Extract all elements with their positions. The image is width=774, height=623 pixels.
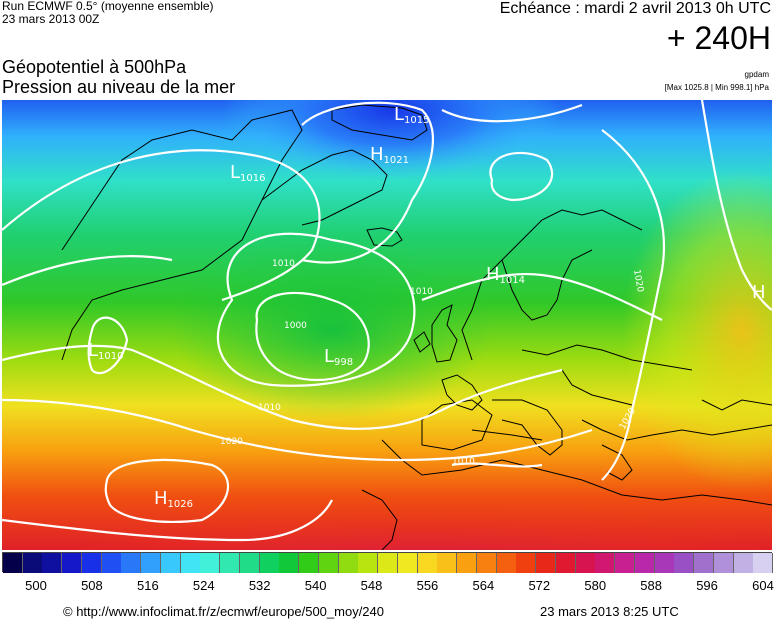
legend-tick-label: 564 [472, 578, 495, 593]
legend-swatch [358, 553, 379, 573]
pressure-system-label: H1021 [370, 144, 409, 166]
legend-swatch [299, 553, 320, 573]
isobar-label: 1000 [284, 321, 307, 331]
legend-swatch [674, 553, 695, 573]
legend-swatch [733, 553, 754, 573]
legend-tick-label: 540 [304, 578, 327, 593]
legend-swatch [536, 553, 557, 573]
legend-tick-label: 548 [360, 578, 383, 593]
legend-swatch [318, 553, 339, 573]
legend-swatch [42, 553, 63, 573]
weather-map: 1010 1010 1000 1010 1020 1010 1020 1020 … [2, 100, 772, 550]
legend-swatch [595, 553, 616, 573]
isobar-labels: 1010 1010 1000 1010 1020 1010 1020 1020 [220, 259, 645, 467]
pressure-extremes: [Max 1025.8 | Min 998.1] hPa [664, 83, 769, 92]
pressure-system-label: L1010 [88, 340, 123, 362]
isobar-label: 1010 [258, 403, 281, 413]
legend-swatch [141, 553, 162, 573]
legend-swatch [753, 553, 774, 573]
pressure-system-label: H1026 [154, 488, 193, 510]
pressure-system-label: H1014 [486, 264, 525, 286]
legend-swatch [180, 553, 201, 573]
south-warm-shading [57, 500, 772, 550]
legend-swatch [101, 553, 122, 573]
legend-swatch [338, 553, 359, 573]
legend-swatch [713, 553, 734, 573]
legend-swatch [81, 553, 102, 573]
legend-swatch [575, 553, 596, 573]
pressure-system-label: L1015 [394, 104, 429, 126]
legend-tick-label: 524 [192, 578, 215, 593]
legend-swatch [694, 553, 715, 573]
legend-tick-label: 572 [528, 578, 551, 593]
pressure-system-label: L1016 [230, 162, 265, 184]
legend-tick-label: 604 [752, 578, 774, 593]
color-scale-legend [2, 552, 774, 573]
legend-tick-label: 596 [696, 578, 718, 593]
legend-swatch [160, 553, 181, 573]
forecast-valid-time: Echéance : mardi 2 avril 2013 0h UTC [499, 0, 771, 17]
isobar-label: 1010 [272, 259, 295, 269]
legend-swatch [496, 553, 517, 573]
isobar-label: 1020 [220, 437, 243, 447]
legend-swatch [279, 553, 300, 573]
legend-swatch [239, 553, 260, 573]
legend-swatch [654, 553, 675, 573]
legend-tick-label: 556 [416, 578, 439, 593]
legend-swatch [397, 553, 418, 573]
forecast-horizon: + 240H [666, 20, 771, 56]
legend-swatch [200, 553, 221, 573]
legend-swatch [555, 553, 576, 573]
legend-swatch [476, 553, 497, 573]
legend-tick-label: 588 [640, 578, 662, 593]
legend-tick-label: 580 [584, 578, 607, 593]
run-date: 23 mars 2013 00Z [2, 12, 100, 26]
pressure-systems: L1016 H1021 L1015 H1014 L1010 L998 H1026… [88, 104, 766, 510]
source-url: © http://www.infoclimat.fr/z/ecmwf/europ… [63, 604, 384, 619]
legend-swatch [516, 553, 537, 573]
trough-shading [172, 240, 492, 420]
legend-tick-label: 516 [136, 578, 159, 593]
legend-swatch [378, 553, 399, 573]
isobar-label: 1010 [452, 457, 475, 467]
legend-swatch [457, 553, 478, 573]
legend-swatch [259, 553, 280, 573]
legend-swatch [3, 553, 23, 573]
map-title: Géopotentiel à 500hPa [2, 57, 187, 77]
legend-swatch [634, 553, 655, 573]
legend-tick-label: 508 [81, 578, 103, 593]
legend-swatch [220, 553, 241, 573]
run-label: Run ECMWF 0.5° (moyenne ensemble) [2, 0, 214, 13]
isobar-label: 1020 [631, 269, 645, 294]
legend-swatch [437, 553, 458, 573]
legend-swatch [615, 553, 636, 573]
pressure-system-label: H [752, 282, 766, 303]
coastlines [61, 104, 772, 550]
isobars [2, 100, 772, 542]
pressure-system-label: L998 [324, 346, 353, 368]
generated-timestamp: 23 mars 2013 8:25 UTC [540, 604, 679, 619]
legend-swatch [121, 553, 142, 573]
isobar-label: 1010 [410, 287, 433, 297]
legend-tick-label: 500 [25, 578, 47, 593]
map-subtitle: Pression au niveau de la mer [2, 77, 236, 97]
author-tag: gpdam [744, 70, 769, 79]
legend-swatch [22, 553, 43, 573]
legend-swatch [417, 553, 438, 573]
legend-tick-label: 532 [248, 578, 271, 593]
legend-swatch [62, 553, 83, 573]
